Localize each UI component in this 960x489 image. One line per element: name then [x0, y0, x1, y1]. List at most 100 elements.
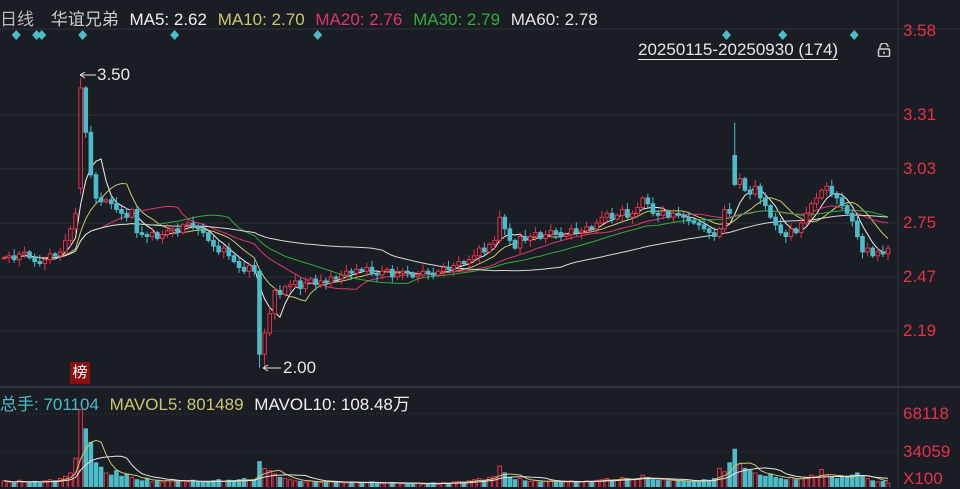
volume-bar	[844, 475, 850, 487]
volume-bar	[849, 474, 855, 487]
volume-bar	[292, 480, 298, 487]
volume-bar	[405, 482, 410, 487]
volume-bar	[538, 481, 543, 487]
volume-bar	[277, 476, 283, 487]
volume-axis-label: 68118	[903, 404, 950, 423]
candle-up	[604, 212, 610, 218]
candle-down	[37, 261, 43, 265]
volume-bar	[533, 480, 538, 487]
candle-up	[73, 212, 78, 230]
price-axis-label: 2.75	[903, 213, 937, 232]
volume-bar	[757, 474, 763, 487]
candle-down	[870, 247, 876, 257]
candle-down	[681, 214, 686, 218]
ma10-line	[3, 182, 889, 302]
date-range-link[interactable]: 20250115-20250930 (174)	[638, 40, 839, 60]
candle-up	[103, 199, 109, 203]
candle-down	[155, 232, 160, 239]
candle-up	[185, 222, 191, 226]
total-volume-label: 总手: 701104	[0, 395, 99, 414]
candle-up	[354, 268, 359, 274]
candle-down	[390, 268, 395, 278]
volume-bar	[124, 473, 129, 487]
volume-bar	[364, 482, 370, 487]
event-markers[interactable]	[11, 30, 859, 40]
candle-down	[226, 247, 232, 257]
volume-bar	[384, 482, 390, 487]
volume-bar	[584, 480, 589, 487]
volume-axis-label: 34059	[903, 442, 951, 461]
volume-bar	[870, 480, 876, 487]
candle-up	[6, 255, 12, 259]
candle-down	[834, 193, 840, 199]
volume-bar	[425, 483, 431, 487]
volume-bar	[78, 409, 83, 487]
candle-up	[78, 87, 83, 189]
candle-down	[645, 197, 651, 205]
event-marker-diamond	[78, 30, 88, 40]
candle-down	[706, 228, 712, 234]
volume-bar	[568, 480, 574, 487]
candle-down	[98, 197, 104, 203]
candle-up	[788, 228, 794, 238]
candle-down	[206, 232, 211, 241]
candle-up	[476, 247, 482, 257]
volume-bar	[543, 480, 548, 487]
candle-up	[517, 236, 523, 249]
candle-down	[732, 154, 738, 185]
candle-down	[860, 236, 865, 253]
candle-down	[609, 212, 615, 220]
candle-down	[482, 247, 487, 253]
volume-bar	[589, 480, 594, 487]
volume-bar	[226, 479, 232, 487]
chart-header: 日线 华谊兄弟 MA5: 2.62 MA10: 2.70 MA20: 2.76 …	[0, 5, 604, 30]
volume-bar	[476, 478, 482, 487]
candle-up	[292, 280, 298, 286]
volume-bar	[512, 479, 518, 487]
ma5-line	[3, 158, 889, 318]
candle-up	[620, 208, 625, 216]
volume-bar	[129, 476, 135, 487]
candle-down	[83, 87, 89, 133]
volume-bar	[880, 480, 886, 487]
lock-icon[interactable]	[877, 43, 891, 57]
ranking-badge[interactable]: 榜	[70, 362, 90, 384]
candle-down	[114, 203, 119, 210]
event-marker-diamond	[849, 30, 859, 40]
candle-up	[364, 266, 370, 272]
ma60-line	[3, 214, 889, 272]
price-axis-label: 2.19	[903, 321, 937, 340]
volume-bar	[37, 482, 43, 487]
candle-up	[308, 278, 313, 284]
volume-bars	[1, 409, 891, 487]
candle-down	[650, 203, 656, 214]
volume-bar	[139, 480, 145, 487]
volume-bar	[333, 481, 339, 487]
candle-down	[461, 261, 467, 265]
candle-down	[757, 185, 763, 199]
volume-bar	[839, 476, 845, 487]
candle-down	[773, 216, 778, 226]
volume-bar	[165, 480, 170, 487]
volume-bar	[865, 478, 870, 487]
volume-bar	[42, 480, 48, 487]
candle-up	[875, 251, 881, 257]
volume-bar	[318, 482, 324, 487]
candle-up	[282, 286, 288, 295]
volume-bar	[185, 481, 191, 487]
candle-down	[211, 239, 216, 247]
volume-bar	[200, 482, 206, 487]
candle-down	[410, 272, 416, 278]
candle-up	[170, 228, 175, 232]
volume-bar	[604, 478, 610, 487]
volume-bar	[528, 480, 533, 487]
ma30-label: MA30: 2.79	[413, 10, 501, 29]
volume-bar	[221, 480, 227, 487]
candle-down	[236, 261, 242, 268]
candle-down	[405, 270, 410, 274]
period-label[interactable]: 日线	[0, 10, 34, 29]
candle-up	[487, 243, 492, 253]
volume-bar	[354, 482, 359, 487]
